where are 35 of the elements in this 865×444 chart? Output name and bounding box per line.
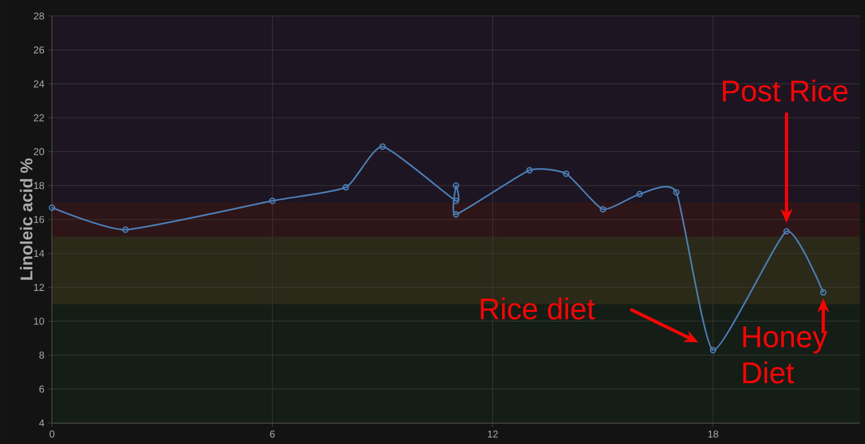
point [562,170,570,177]
y-tick-label: 26 [34,46,44,54]
point [636,190,643,198]
x-tick-label: 12 [488,430,498,438]
y-tick-label: 6 [39,386,44,393]
point [342,184,350,191]
annotation: Post Rice [722,80,848,102]
y-tick-label: 14 [34,250,44,257]
y-tick-label: 8 [39,352,44,359]
annotation: Rice diet [480,298,595,320]
point [452,211,460,218]
point [710,346,716,354]
y-tick-label: 16 [34,216,44,224]
point [122,226,129,233]
point [452,182,460,189]
point [783,228,790,235]
y-tick-label: 22 [34,114,44,122]
x-tick-label: 6 [270,430,275,438]
annotation: Honey Diet [743,326,828,384]
y-tick-label: 10 [34,318,44,325]
y-tick-label: 18 [34,182,44,190]
y-axis-title: Linoleic acid % [20,158,32,280]
y-tick-label: 24 [34,80,44,88]
point [673,189,680,196]
y-tick-label: 4 [39,420,44,426]
x-tick-label: 0 [50,430,54,438]
x-tick-label: 18 [708,430,718,438]
y-tick-label: 12 [34,284,44,291]
point [269,198,276,204]
y-tick-label: 20 [34,148,44,156]
point [600,206,606,213]
point [379,143,386,150]
point [452,198,460,204]
y-tick-label: 28 [34,12,44,20]
point [526,167,533,174]
